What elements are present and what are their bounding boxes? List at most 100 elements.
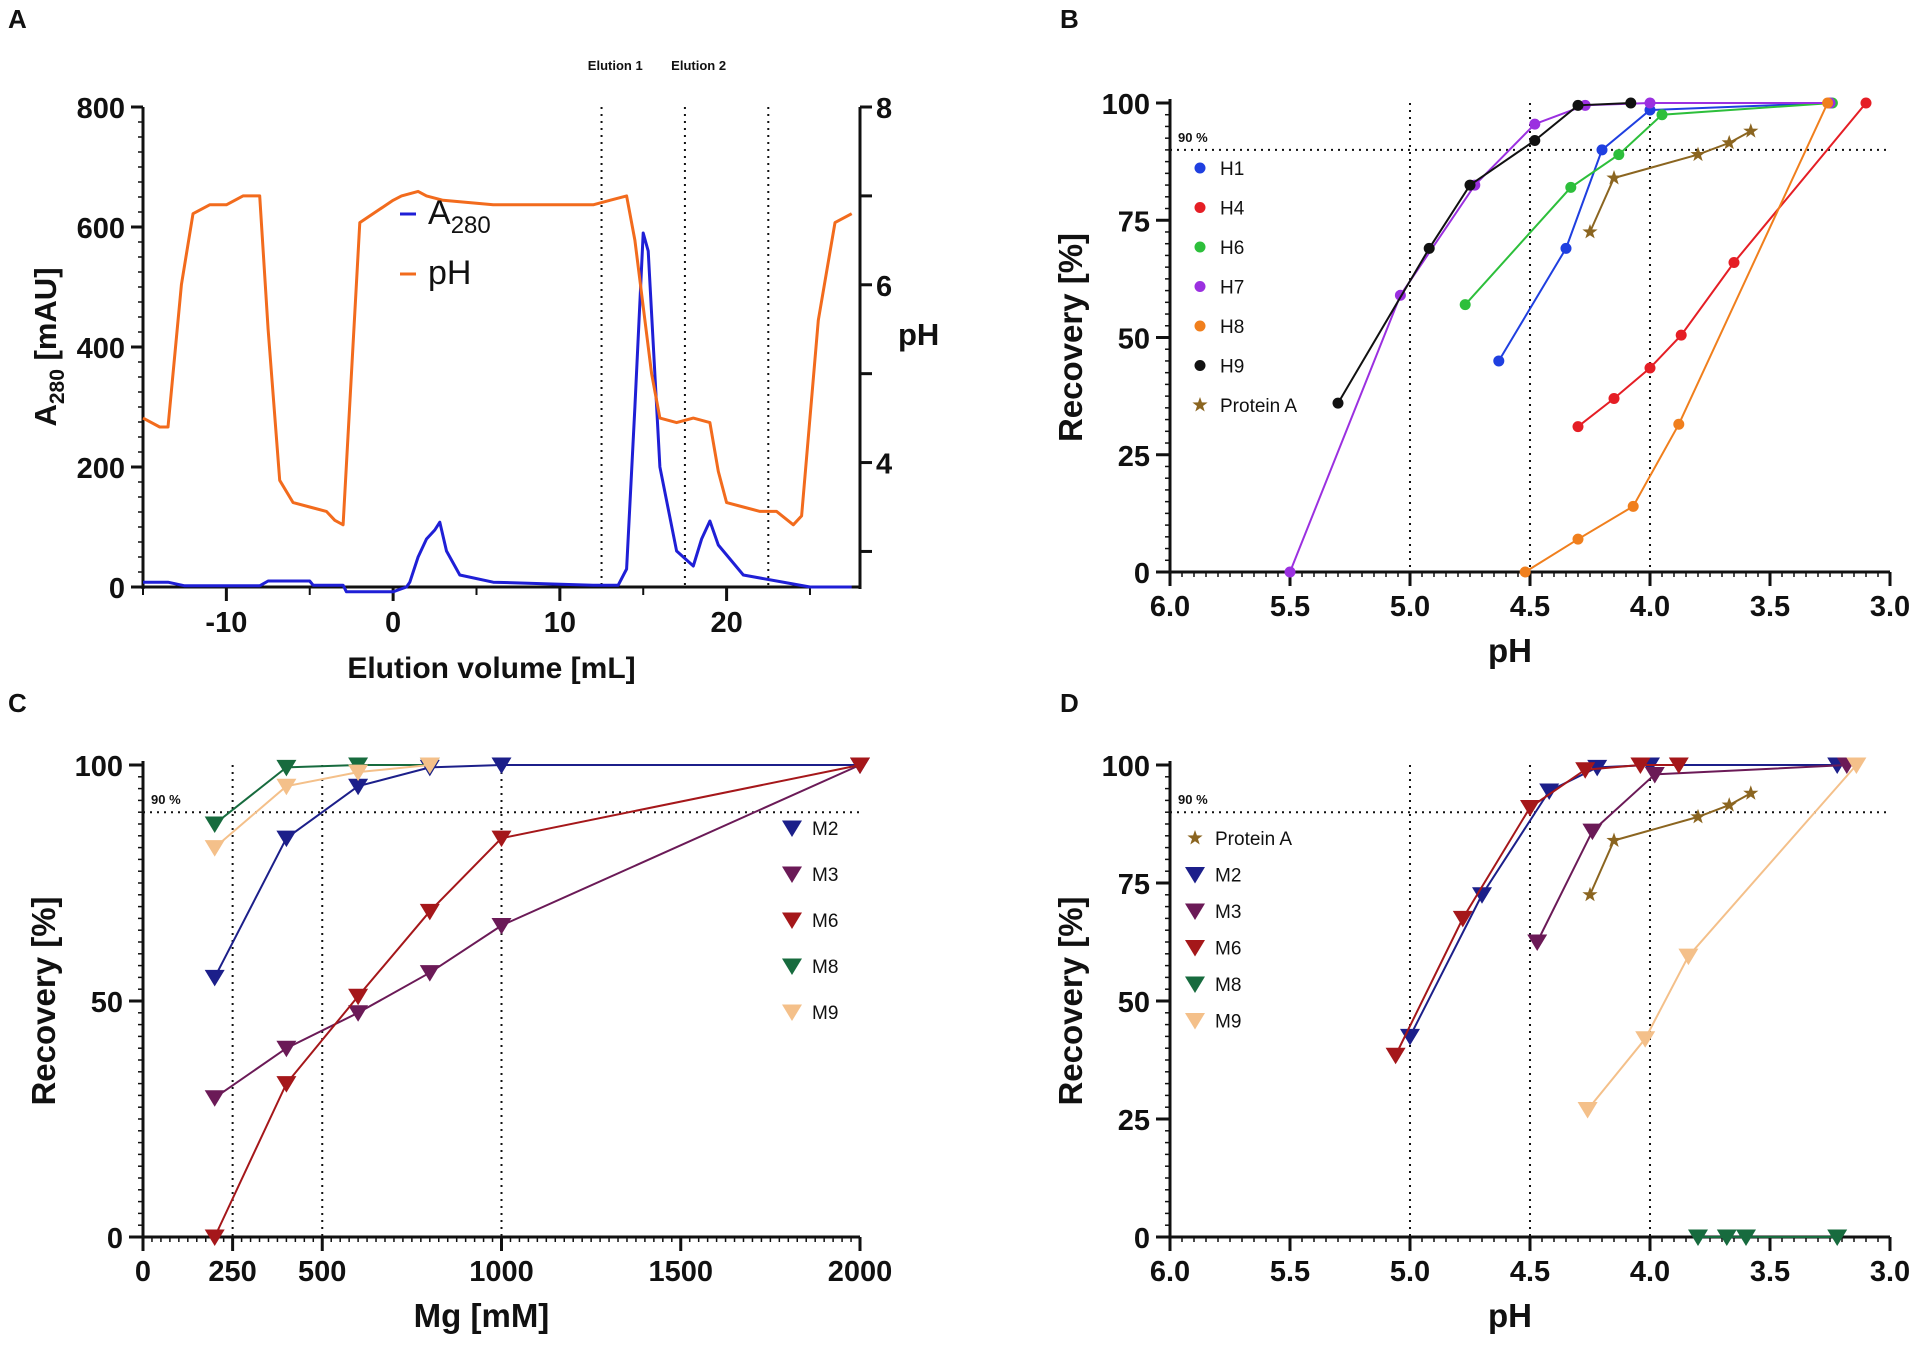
legend-marker <box>782 912 802 929</box>
legend-marker <box>1194 241 1206 253</box>
y-axis-title: Recovery [%] <box>1052 896 1089 1105</box>
data-point-protein-a <box>1606 832 1622 847</box>
legend-label: H1 <box>1220 159 1244 180</box>
y-tick-label: 25 <box>1118 441 1150 473</box>
series-line-m3 <box>1536 764 1847 943</box>
legend-label: M6 <box>1215 939 1241 960</box>
elution-annotation: Elution 2 <box>671 58 726 73</box>
x-tick-label: 3.0 <box>1870 591 1910 623</box>
series-line-m6 <box>1394 764 1679 1056</box>
legend-marker <box>1194 202 1206 213</box>
data-point-h9 <box>1423 242 1435 254</box>
y-right-tick-label: 6 <box>876 271 892 303</box>
data-point-m6 <box>348 988 369 1006</box>
data-point-h9 <box>1529 135 1541 147</box>
legend-label: M2 <box>1215 866 1241 887</box>
data-point-m2 <box>1400 1028 1420 1046</box>
data-point-protein-a <box>1582 886 1598 902</box>
x-axis-title: Elution volume [mL] <box>347 652 635 685</box>
y-tick-label: 50 <box>91 987 123 1019</box>
data-point-protein-a <box>1690 808 1706 824</box>
panel-label-d: D <box>1060 688 1079 718</box>
data-point-h9 <box>1464 179 1476 191</box>
data-point-h9 <box>1625 97 1637 109</box>
data-point-m8 <box>1736 1229 1756 1246</box>
data-point-h9 <box>1332 397 1344 409</box>
data-point-m6 <box>204 1229 225 1246</box>
x-tick-label: 500 <box>298 1256 346 1288</box>
data-point-m8 <box>1716 1229 1737 1246</box>
x-tick-label: 4.5 <box>1510 591 1550 623</box>
series-line-h4 <box>1577 102 1867 428</box>
series-line-ph <box>142 189 853 527</box>
data-point-m9 <box>1678 948 1699 966</box>
data-point-m2 <box>1472 887 1492 904</box>
x-tick-label: 20 <box>710 607 742 639</box>
series-line-h6 <box>1464 102 1833 306</box>
data-point-m9 <box>1635 1031 1656 1048</box>
legend-label: Protein A <box>1215 829 1292 850</box>
y-tick-label: 200 <box>77 453 125 485</box>
legend-marker <box>782 866 802 883</box>
legend-label: H4 <box>1220 199 1245 220</box>
data-point-protein-a <box>1743 785 1759 800</box>
y-axis-title: Recovery [%] <box>1052 233 1089 442</box>
y-tick-label: 25 <box>1118 1105 1150 1137</box>
y-axis-title-right: pH <box>898 317 939 352</box>
data-point-h8 <box>1673 418 1685 430</box>
data-point-h6 <box>1656 109 1668 121</box>
legend-label: M6 <box>812 911 838 932</box>
data-point-m6 <box>850 757 870 774</box>
data-point-h8 <box>1572 533 1584 545</box>
data-point-h8 <box>1519 566 1531 578</box>
legend-marker <box>782 820 802 837</box>
y-tick-label: 75 <box>1118 206 1150 238</box>
legend-subscript: 280 <box>451 212 491 239</box>
x-tick-label: 4.0 <box>1630 591 1670 623</box>
x-tick-label: 5.5 <box>1270 591 1310 623</box>
x-tick-label: 6.0 <box>1150 1256 1190 1288</box>
series-line-m2 <box>213 764 860 978</box>
y-title-main: A <box>28 404 63 426</box>
y-tick-label: 50 <box>1118 987 1150 1019</box>
y-right-tick-label: 4 <box>876 449 892 481</box>
data-point-m2 <box>1539 783 1560 800</box>
y-title-subscript: 280 <box>46 369 69 404</box>
data-point-m2 <box>491 757 512 774</box>
data-point-m8 <box>204 816 225 833</box>
legend-label: M8 <box>812 957 838 978</box>
x-axis-title: pH <box>1488 632 1532 669</box>
data-series <box>142 97 1872 1246</box>
legend-marker <box>1194 162 1206 174</box>
legend-marker <box>1194 320 1206 332</box>
data-point-m6 <box>419 903 440 921</box>
data-point-m9 <box>1577 1102 1598 1119</box>
elution-annotation: Elution 1 <box>588 58 643 73</box>
data-point-h6 <box>1565 181 1577 193</box>
legend-label: H9 <box>1220 357 1244 378</box>
panel-label-b: B <box>1060 4 1079 34</box>
y-tick-label: 50 <box>1118 324 1150 356</box>
y-axis-title: Recovery [%] <box>25 896 62 1105</box>
data-point-h1 <box>1560 242 1572 254</box>
y-tick-label: 0 <box>109 573 125 605</box>
threshold-label: 90 % <box>151 792 181 807</box>
y-axis-title-left: A280 [mAU] <box>28 267 69 426</box>
x-tick-label: 10 <box>544 607 576 639</box>
data-point-m3 <box>1527 934 1548 951</box>
data-point-m3 <box>419 965 440 982</box>
data-point-m9 <box>204 840 225 857</box>
data-point-m8 <box>276 759 297 777</box>
legend-marker <box>1185 867 1205 884</box>
y-tick-label: 600 <box>77 213 125 245</box>
y-tick-label: 400 <box>77 333 125 365</box>
legend-label-1: A280 <box>428 194 491 239</box>
data-point-m2 <box>204 969 225 987</box>
data-point-protein-a <box>1690 146 1706 162</box>
legend-marker <box>782 1004 802 1021</box>
series-line-m9 <box>214 764 430 849</box>
data-point-h7 <box>1284 566 1296 578</box>
legend-label: M2 <box>812 819 838 840</box>
